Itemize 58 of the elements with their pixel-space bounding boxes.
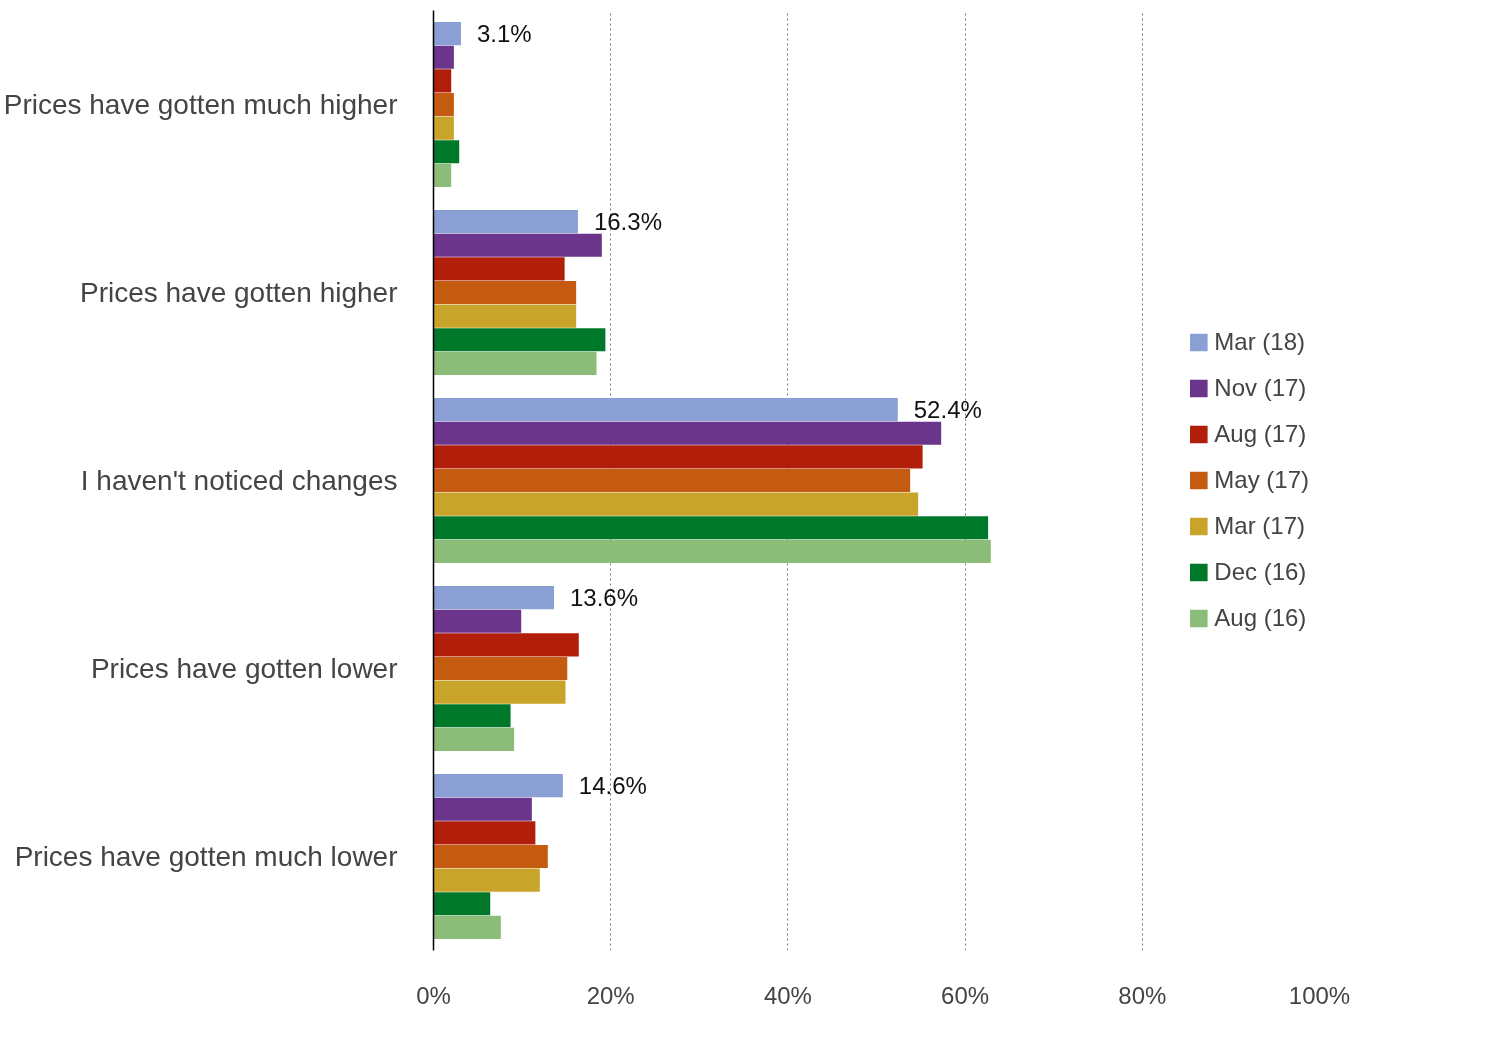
y-tick-label: Prices have gotten much higher — [3, 89, 398, 120]
legend-label: Aug (16) — [1214, 604, 1307, 632]
bar — [433, 633, 579, 657]
legend-label: Dec (16) — [1214, 558, 1307, 586]
y-tick-label: Prices have gotten lower — [90, 653, 398, 684]
bar — [433, 69, 452, 93]
data-label: 14.6% — [578, 772, 647, 800]
x-tick-label: 0% — [416, 981, 451, 1009]
data-label: 3.1% — [476, 20, 532, 48]
bar — [433, 210, 578, 234]
bar — [433, 398, 898, 422]
legend-label: May (17) — [1214, 466, 1309, 494]
bar — [433, 539, 991, 563]
bar — [433, 257, 565, 281]
legend-label: Aug (17) — [1214, 420, 1307, 448]
bar — [433, 304, 577, 328]
legend-label: Nov (17) — [1214, 374, 1307, 402]
bar — [433, 351, 597, 375]
bar — [433, 468, 911, 493]
bar — [433, 445, 923, 469]
bar — [433, 92, 454, 117]
bar — [433, 680, 566, 704]
bar — [433, 727, 515, 751]
bar — [433, 892, 491, 916]
x-tick-label: 100% — [1288, 981, 1351, 1009]
legend-label: Mar (18) — [1214, 328, 1305, 356]
bar — [433, 163, 452, 187]
bar — [433, 609, 522, 633]
bar — [433, 140, 460, 164]
data-label: 16.3% — [593, 208, 662, 236]
bar — [433, 821, 536, 845]
bar — [433, 586, 554, 610]
bar — [433, 797, 532, 821]
bar — [433, 421, 942, 445]
x-tick-label: 80% — [1118, 981, 1167, 1009]
bar — [433, 516, 989, 540]
bar — [433, 280, 577, 305]
bar — [433, 915, 501, 939]
bar — [433, 868, 540, 892]
bar — [433, 774, 563, 798]
bar — [433, 45, 454, 69]
bar — [433, 233, 602, 257]
bar — [433, 656, 568, 681]
bar — [433, 704, 511, 728]
y-tick-label: I haven't noticed changes — [80, 465, 398, 496]
bar — [433, 844, 548, 869]
data-label: 52.4% — [913, 396, 982, 424]
x-tick-label: 20% — [586, 981, 635, 1009]
bar — [433, 492, 919, 516]
bar — [433, 116, 454, 140]
x-tick-label: 40% — [763, 981, 812, 1009]
bar — [433, 328, 606, 352]
y-tick-label: Prices have gotten much lower — [14, 841, 398, 872]
legend-label: Mar (17) — [1214, 512, 1305, 540]
x-tick-label: 60% — [941, 981, 990, 1009]
y-tick-label: Prices have gotten higher — [79, 277, 398, 308]
data-label: 13.6% — [570, 584, 639, 612]
bar — [433, 22, 461, 46]
